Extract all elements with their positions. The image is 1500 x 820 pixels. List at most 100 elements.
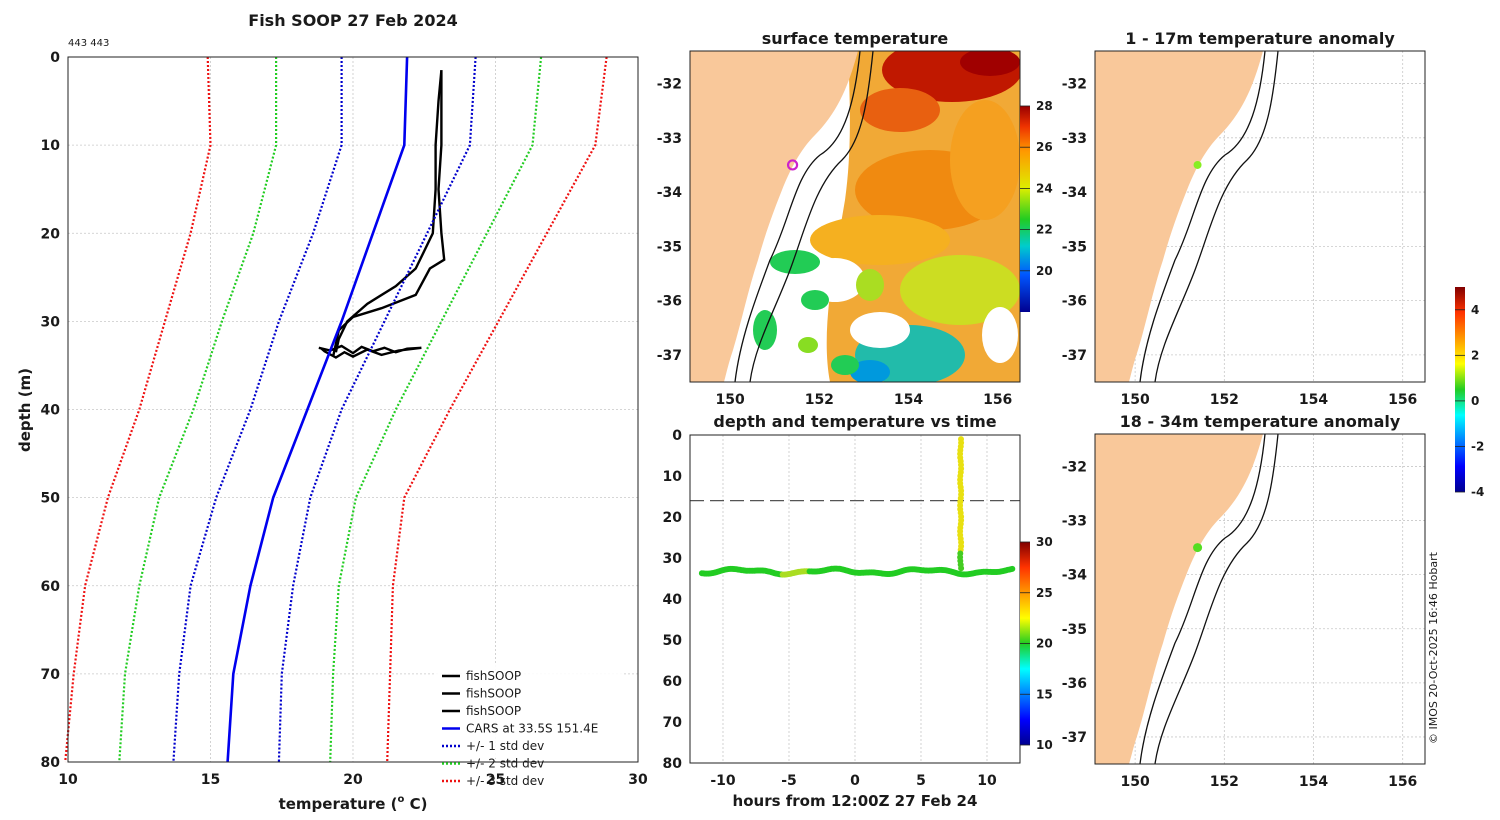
anomaly-deep-coast [1095, 434, 1279, 764]
time-series-point [1009, 565, 1016, 572]
colorbar-tick-label: 2 [1471, 348, 1479, 362]
colorbar-tick-label: 15 [1036, 687, 1053, 701]
map-lat-tick: -32 [1062, 459, 1087, 475]
profile-x-tick: 30 [628, 772, 648, 788]
legend-label: +/- 1 std dev [466, 739, 544, 753]
anomaly-shallow-title: 1 - 17m temperature anomaly [1125, 29, 1395, 48]
map-lat-tick: -36 [657, 294, 682, 310]
map-lat-tick: -35 [1062, 622, 1087, 638]
profile-series-line [334, 70, 443, 353]
time-x-tick: 5 [916, 773, 926, 789]
profile-x-tick: 15 [201, 772, 220, 788]
anomaly-shallow-coast [1095, 51, 1279, 382]
sst-map-title: surface temperature [762, 29, 949, 48]
legend-label: fishSOOP [466, 704, 521, 718]
profile-series-line [277, 56, 477, 763]
legend-label: fishSOOP [466, 687, 521, 701]
time-y-tick: 60 [663, 674, 683, 690]
colorbar-tick-label: 0 [1471, 394, 1479, 408]
map-lon-tick: 152 [805, 392, 834, 408]
profile-y-tick: 20 [41, 226, 61, 242]
map-lon-tick: 150 [1121, 774, 1150, 790]
profile-series-line [329, 56, 543, 763]
profile-x-axis-label: temperature (o C) [279, 794, 428, 813]
profile-series-line [118, 57, 278, 763]
anomaly-deep-point [1193, 543, 1203, 553]
sst-station-marker [786, 159, 799, 171]
time-series-x-axis-label: hours from 12:00Z 27 Feb 24 [733, 792, 978, 810]
profile-y-tick: 40 [41, 403, 61, 419]
time-x-tick: -5 [781, 773, 797, 789]
map-lon-tick: 154 [894, 392, 923, 408]
time-series-point [958, 565, 965, 572]
map-lat-tick: -36 [1062, 294, 1087, 310]
map-lon-tick: 156 [1388, 392, 1417, 408]
profile-y-tick: 50 [41, 491, 61, 507]
profile-series-line [318, 344, 422, 359]
profile-x-tick: 25 [486, 772, 505, 788]
time-x-tick: -10 [710, 773, 736, 789]
profile-x-tick: 10 [58, 772, 78, 788]
credit-text: © IMOS 20-Oct-2025 16:46 Hobart [1427, 551, 1440, 744]
profile-legend: fishSOOP fishSOOP fishSOOP CARS at 33.5S 15… [436, 664, 624, 788]
profile-series-line [386, 56, 608, 763]
colorbar-tick-label: -2 [1471, 439, 1484, 453]
profile-series-line [331, 70, 446, 357]
anomaly-deep-panel: 18 - 34m temperature anomaly 150 152 154 15… [1062, 287, 1484, 790]
legend-label: CARS at 33.5S 151.4E [466, 722, 598, 736]
colorbar-tick-label: 26 [1036, 140, 1053, 154]
profile-y-tick: 0 [50, 50, 60, 66]
map-lat-tick: -34 [1062, 185, 1088, 201]
colorbar-tick-label: 24 [1036, 181, 1053, 195]
colorbar-tick-label: 20 [1036, 264, 1053, 278]
map-lat-tick: -36 [1062, 676, 1087, 692]
colorbar-tick-label: 30 [1036, 535, 1053, 549]
sst-colorbar [1020, 106, 1030, 312]
profile-y-tick: 10 [41, 138, 61, 154]
colorbar-tick-label: 25 [1036, 586, 1053, 600]
profile-axes-frame [67, 56, 639, 763]
time-x-tick: 0 [850, 773, 860, 789]
map-lon-tick: 152 [1210, 774, 1239, 790]
anomaly-colorbar [1455, 287, 1465, 492]
profile-count-label: 443 443 [68, 38, 109, 49]
map-lat-tick: -37 [1062, 730, 1087, 746]
map-lat-tick: -33 [1062, 131, 1087, 147]
anomaly-shallow-frame [1094, 50, 1426, 383]
map-lon-tick: 154 [1299, 774, 1328, 790]
map-lon-tick: 156 [983, 392, 1012, 408]
profile-series-line [172, 57, 343, 763]
map-lat-tick: -33 [1062, 514, 1087, 530]
anomaly-shallow-point [1193, 160, 1202, 169]
map-lat-tick: -37 [657, 348, 682, 364]
map-lat-tick: -32 [1062, 77, 1087, 93]
legend-label: +/- 2 std dev [466, 757, 544, 771]
anomaly-shallow-panel: 1 - 17m temperature anomaly 150 152 154 156… [1062, 29, 1426, 408]
profile-series-line [64, 56, 212, 763]
map-lon-tick: 156 [1388, 774, 1417, 790]
time-y-tick: 70 [663, 715, 683, 731]
time-series-points [698, 436, 1016, 578]
map-lon-tick: 150 [716, 392, 745, 408]
sst-map-panel: surface temperature [657, 29, 1053, 408]
time-y-tick: 30 [663, 551, 683, 567]
time-y-tick: 0 [672, 428, 682, 444]
profile-title: Fish SOOP 27 Feb 2024 [248, 11, 457, 30]
map-lon-tick: 154 [1299, 392, 1328, 408]
time-y-tick: 50 [663, 633, 683, 649]
colorbar-tick-label: 4 [1471, 303, 1479, 317]
legend-label: +/- 3 std dev [466, 774, 544, 788]
map-lon-tick: 152 [1210, 392, 1239, 408]
colorbar-tick-label: 10 [1036, 738, 1053, 752]
time-series-title: depth and temperature vs time [713, 412, 996, 431]
time-y-tick: 10 [663, 469, 683, 485]
map-lat-tick: -34 [657, 185, 683, 201]
colorbar-tick-label: 28 [1036, 99, 1053, 113]
map-lat-tick: -35 [1062, 239, 1087, 255]
colorbar-tick-label: 20 [1036, 637, 1053, 651]
map-lat-tick: -32 [657, 77, 682, 93]
anomaly-deep-frame [1094, 433, 1426, 765]
time-y-tick: 80 [663, 756, 683, 772]
anomaly-deep-title: 18 - 34m temperature anomaly [1120, 412, 1401, 431]
time-series-panel: depth and temperature vs time -10 -5 0 5 10 0… [663, 412, 1053, 810]
